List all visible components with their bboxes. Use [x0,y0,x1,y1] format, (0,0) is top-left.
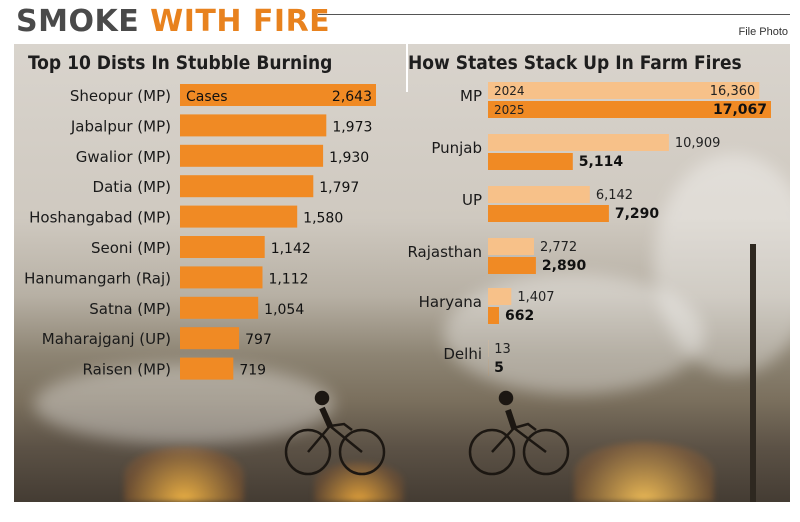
value-label-2025: 7,290 [615,206,660,222]
district-bar [180,327,240,350]
right-chart-title: How States Stack Up In Farm Fires [408,52,742,74]
district-bar [180,175,314,198]
cyclist-left [284,390,386,476]
photo-credit: File Photo [738,26,788,38]
district-label: Gwalior (MP) [76,148,171,166]
district-label: Hanumangarh (Raj) [24,269,171,287]
bar-2025 [488,205,609,222]
series-label: Cases [186,89,228,105]
value-label-2024: 13 [494,342,511,357]
state-label: MP [460,87,482,105]
page-title: SMOKE WITH FIRE [16,4,330,40]
series-2025-label: 2025 [494,103,525,117]
value-label-2025: 2,890 [542,258,587,274]
state-label: Rajasthan [407,243,482,261]
district-label: Sheopur (MP) [70,87,171,105]
value-label: 1,797 [319,180,359,196]
value-label-2024: 6,142 [596,188,633,203]
district-label: Seoni (MP) [91,239,171,257]
value-label: 797 [245,332,272,348]
district-label: Jabalpur (MP) [70,117,171,135]
district-bar [180,357,234,380]
bar-2024 [488,238,534,255]
cyclist-right [468,390,570,476]
district-bar [180,296,259,319]
value-label-2025: 17,067 [713,102,767,118]
state-label: Punjab [431,139,482,157]
bar-2024 [488,82,760,99]
district-bar [180,266,263,289]
title-part-1: SMOKE [16,4,140,39]
value-label: 1,973 [332,119,372,135]
state-label: UP [462,191,482,209]
value-label: 1,142 [271,241,311,257]
district-label: Satna (MP) [89,300,171,318]
panel-divider [406,44,408,92]
title-part-2: WITH FIRE [150,4,331,39]
district-bar [180,114,327,137]
bar-2025 [488,307,499,324]
bar-2024 [488,288,512,305]
value-label: 1,930 [329,150,369,166]
value-label-2024: 10,909 [675,136,721,151]
flame-glow [314,462,404,502]
district-bar [180,236,265,258]
value-label-2025: 5 [494,360,504,376]
smoke-haze [444,274,704,394]
value-label: 1,112 [268,271,308,287]
value-label-2025: 5,114 [579,154,624,170]
value-label-2024: 2,772 [540,240,577,255]
smoke-haze [654,154,790,374]
district-label: Maharajganj (UP) [42,330,171,348]
bar-2024 [488,134,669,151]
district-bar [180,205,298,228]
infographic-panel [14,44,790,502]
district-bar [180,84,376,106]
district-label: Hoshangabad (MP) [29,209,171,227]
flame-glow [574,442,714,502]
value-label: 1,580 [303,211,343,227]
district-label: Raisen (MP) [83,361,171,379]
left-chart-title: Top 10 Dists In Stubble Burning [28,52,333,74]
state-label: Delhi [443,345,482,363]
district-label: Datia (MP) [93,178,171,196]
value-label-2024: 1,407 [517,290,554,305]
value-label-2025: 662 [505,308,534,324]
value-label: 719 [239,363,266,379]
series-2024-label: 2024 [494,84,525,98]
bar-2025 [488,101,771,118]
state-label: Haryana [419,293,482,311]
bar-2025 [488,257,536,274]
value-label: 2,643 [332,89,372,105]
bar-2024 [488,186,590,203]
value-label: 1,054 [264,302,304,318]
flame-glow [124,447,244,502]
tree-trunk [750,244,756,502]
district-bar [180,144,324,167]
bar-2025 [488,153,573,170]
header-rule [318,14,790,15]
value-label-2024: 16,360 [710,84,756,99]
